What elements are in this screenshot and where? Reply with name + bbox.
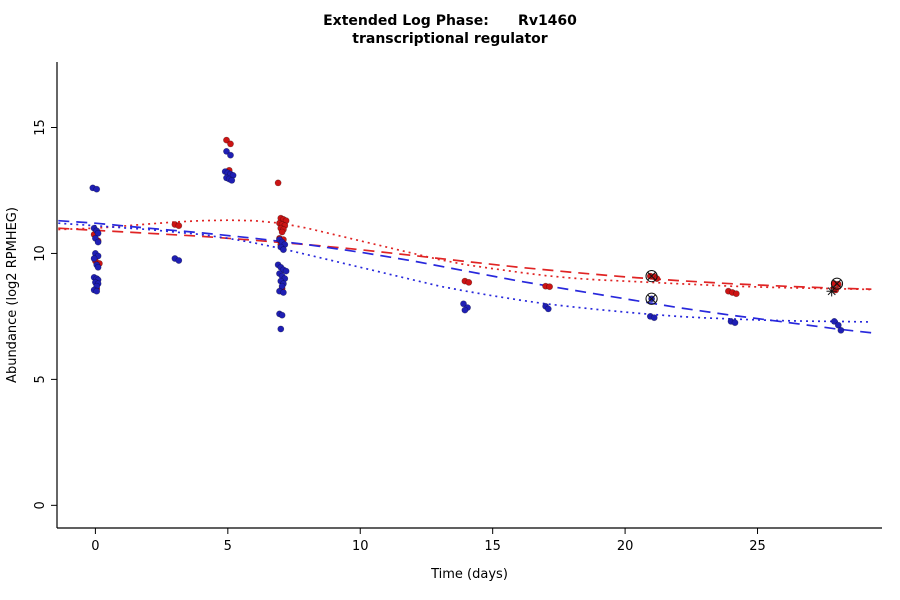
red-points	[223, 136, 230, 144]
blue-longdash-fit	[58, 219, 872, 334]
red-points	[227, 140, 234, 148]
blue-points	[94, 238, 102, 246]
circle-x-marker	[830, 277, 844, 290]
star-marker	[831, 287, 836, 292]
blue-points	[227, 151, 234, 159]
chart-title: Extended Log Phase: Rv1460	[323, 13, 577, 29]
x-tick-label: 10	[352, 539, 369, 554]
blue-points	[279, 289, 287, 296]
blue-points	[278, 282, 286, 290]
red-points	[278, 228, 286, 236]
red-points	[546, 283, 553, 291]
blue-points	[228, 176, 236, 184]
red-longdash-fit	[58, 227, 872, 291]
y-axis-title: Abundance (log2 RPMHEG)	[5, 207, 20, 383]
red-points	[175, 222, 183, 230]
blue-dotted-fit	[58, 222, 872, 323]
circle-x-marker	[645, 270, 658, 283]
blue-points	[830, 317, 838, 325]
blue-points	[834, 321, 842, 329]
red-points	[834, 280, 842, 288]
blue-points	[461, 306, 469, 314]
blue-points	[279, 246, 287, 254]
star-marker	[831, 290, 836, 296]
red-points	[732, 290, 740, 298]
blue-points	[94, 229, 102, 237]
blue-points	[93, 287, 101, 295]
x-tick-label: 5	[224, 539, 232, 554]
blue-points	[94, 263, 102, 271]
red-dotted-fit	[58, 219, 872, 291]
red-points	[274, 179, 282, 187]
x-tick-label: 25	[749, 539, 766, 554]
circle-x-marker	[832, 279, 842, 289]
chart-subtitle: transcriptional regulator	[352, 31, 548, 47]
blue-points	[93, 185, 101, 193]
blue-points	[277, 325, 285, 333]
blue-points	[650, 314, 658, 322]
x-tick-label: 0	[91, 539, 99, 554]
blue-points	[278, 311, 286, 319]
blue-points	[175, 257, 183, 264]
x-axis-title: Time (days)	[430, 567, 508, 582]
y-tick-label: 10	[33, 245, 48, 262]
red-points	[465, 278, 473, 286]
y-tick-label: 0	[33, 501, 48, 509]
blue-points	[544, 305, 552, 313]
blue-points	[460, 300, 467, 308]
y-tick-label: 15	[33, 119, 48, 136]
x-tick-label: 20	[617, 539, 634, 554]
circle-x-marker	[647, 271, 656, 281]
star-marker	[827, 287, 833, 292]
x-tick-label: 15	[484, 539, 501, 554]
blue-points	[223, 147, 230, 155]
blue-points	[837, 326, 845, 334]
y-tick-label: 5	[33, 375, 48, 383]
star-marker	[827, 290, 833, 296]
blue-points	[282, 267, 290, 275]
blue-points	[731, 319, 739, 327]
circle-x-marker	[645, 292, 658, 305]
blue-points	[90, 255, 98, 262]
circle-x-marker	[647, 294, 656, 304]
